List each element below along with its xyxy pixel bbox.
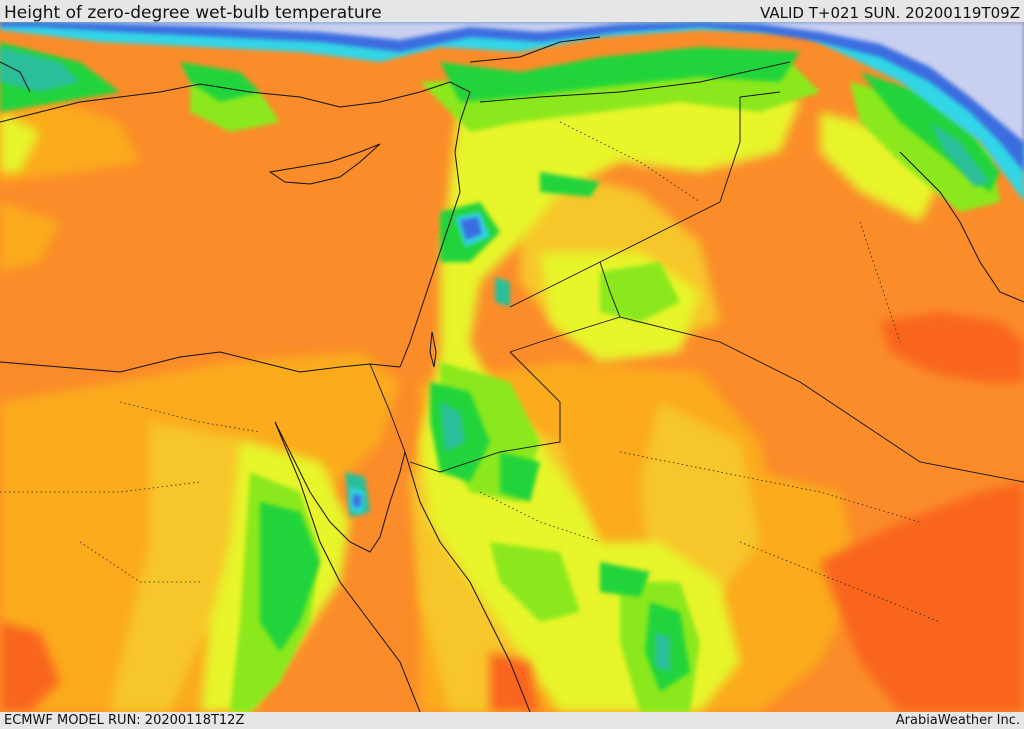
credit-label: ArabiaWeather Inc. (895, 713, 1020, 728)
model-run-label: ECMWF MODEL RUN: 20200118T12Z (4, 713, 245, 728)
field-dark-orange (0, 312, 1024, 712)
valid-time: VALID T+021 SUN. 20200119T09Z (760, 4, 1020, 22)
coastlines (0, 36, 1024, 712)
header-bar: Height of zero-degree wet-bulb temperatu… (0, 0, 1024, 23)
map-title: Height of zero-degree wet-bulb temperatu… (4, 3, 382, 23)
map-canvas (0, 22, 1024, 712)
internal-borders (0, 121, 941, 623)
field-lowest (0, 22, 1024, 142)
political-borders (369, 61, 1024, 483)
footer-bar: ECMWF MODEL RUN: 20200118T12Z ArabiaWeat… (0, 712, 1024, 729)
map-panel (0, 22, 1024, 712)
